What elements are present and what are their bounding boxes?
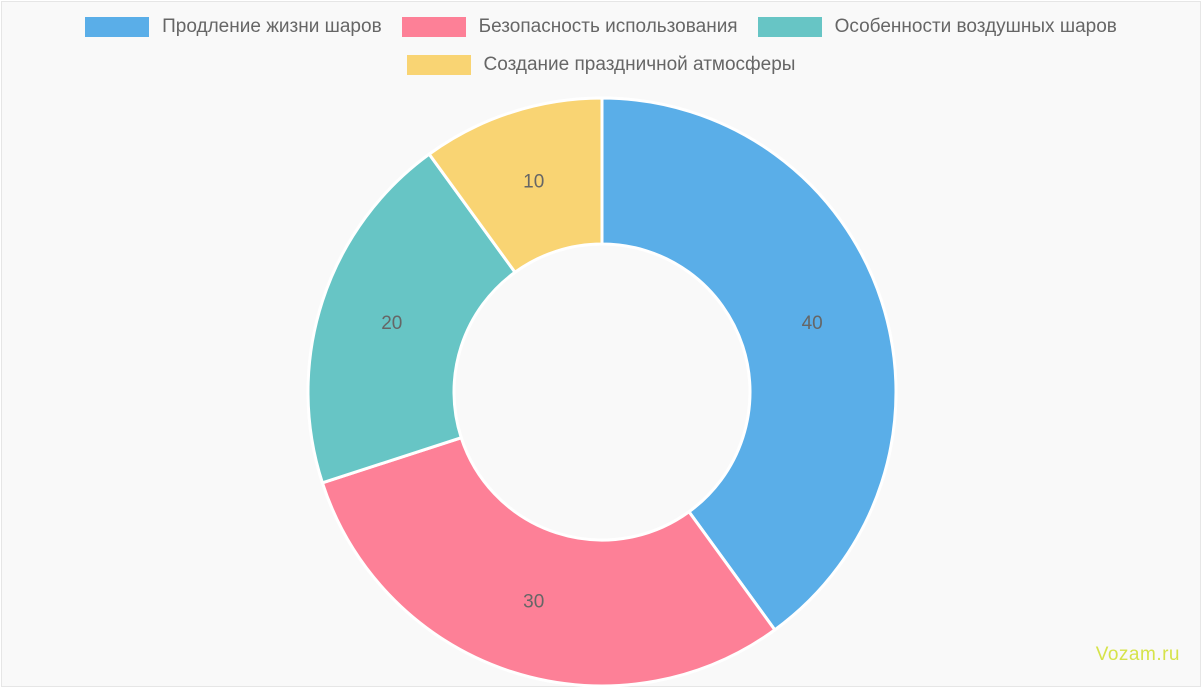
legend-second-row: Создание праздничной атмосферы (2, 54, 1200, 76)
slice-1[interactable] (320, 435, 777, 688)
legend-item-1[interactable]: Безопасность использования (401, 16, 738, 38)
legend-swatch-1 (401, 17, 466, 37)
watermark: Vozam.ru (1095, 644, 1180, 665)
legend-label-3: Создание праздничной атмосферы (483, 54, 796, 75)
legend-swatch-3 (406, 55, 471, 75)
legend-item-0[interactable]: Продление жизни шаров (85, 16, 382, 38)
legend: Продление жизни шаров Безопасность испол… (2, 16, 1200, 38)
legend-item-3[interactable]: Создание праздничной атмосферы (406, 54, 796, 76)
legend-swatch-0 (85, 17, 150, 37)
slice-label-3: 10 (523, 171, 544, 192)
slice-0[interactable] (600, 96, 898, 632)
slice-2[interactable] (306, 152, 518, 485)
slice-label-2: 20 (381, 313, 402, 334)
slice-3[interactable] (427, 96, 604, 275)
legend-swatch-2 (757, 17, 822, 37)
legend-item-2[interactable]: Особенности воздушных шаров (757, 16, 1117, 38)
slice-label-1: 30 (523, 592, 544, 613)
legend-label-1: Безопасность использования (478, 16, 738, 37)
legend-label-2: Особенности воздушных шаров (834, 16, 1117, 37)
legend-label-0: Продление жизни шаров (162, 16, 382, 37)
slice-label-0: 40 (802, 313, 823, 334)
